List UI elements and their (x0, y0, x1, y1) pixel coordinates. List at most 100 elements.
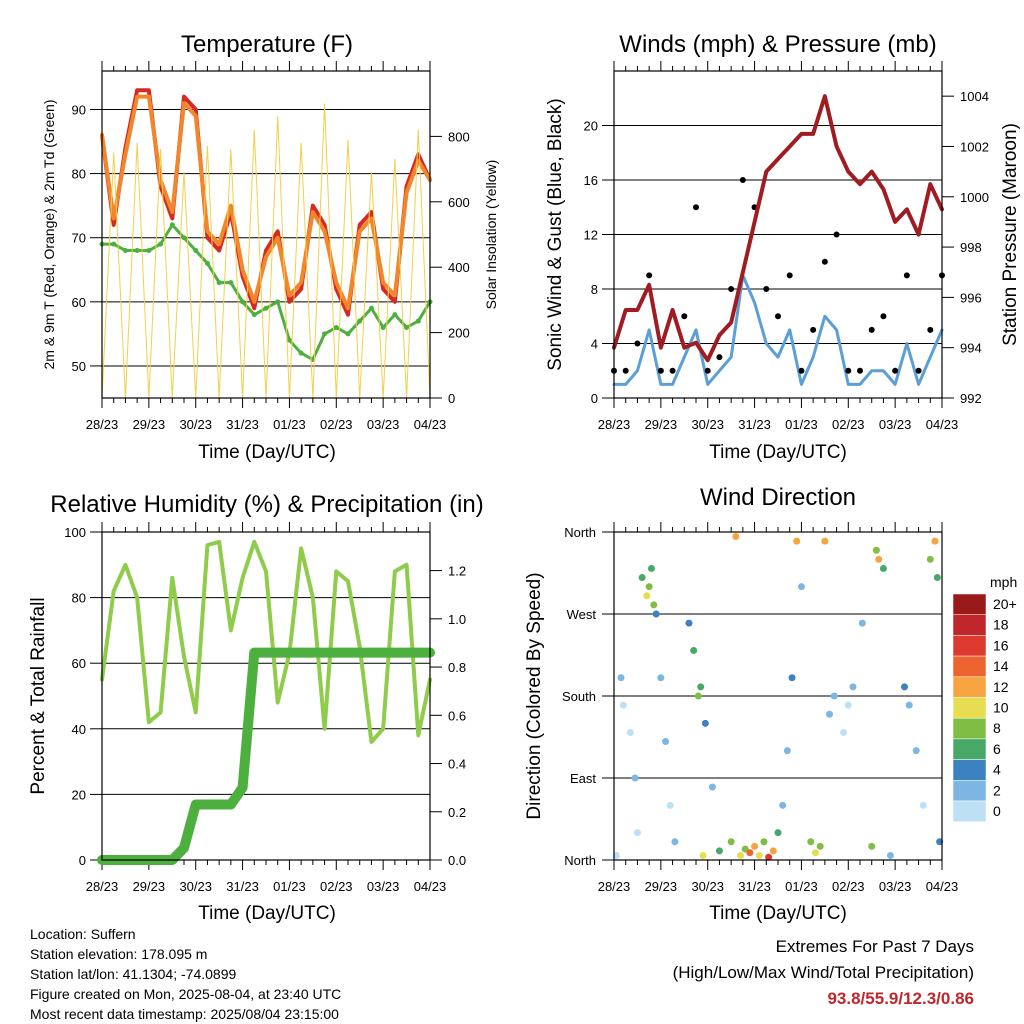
y-axis-label: Sonic Wind & Gust (Blue, Black) (545, 98, 566, 370)
x-tick-label: 03/23 (367, 879, 400, 894)
wind-direction-point (912, 747, 920, 755)
chart-panel-1: Temperature (F) Time (Day/UTC) 2m & 9m T (… (41, 31, 499, 463)
wind-direction-point (826, 710, 834, 718)
wind-direction-point (619, 701, 627, 709)
series-point (240, 299, 246, 305)
x-tick-label: 28/23 (598, 879, 631, 894)
series-point (415, 318, 421, 324)
series-point (111, 241, 117, 247)
series-point (122, 248, 128, 254)
y-tick-label-right: 800 (448, 129, 470, 144)
extremes-values: 93.8/55.9/12.3/0.86 (827, 989, 974, 1008)
series-point (404, 324, 410, 330)
legend-label: 14 (993, 658, 1009, 674)
wind-direction-point (626, 728, 634, 736)
legend-swatch (952, 593, 987, 615)
series-point (857, 367, 863, 374)
y-tick-label-right: 200 (448, 326, 470, 341)
x-tick-label: 04/23 (414, 417, 447, 432)
wind-direction-point (933, 574, 941, 582)
wind-direction-point (755, 851, 763, 859)
location-text: Location: Suffern (30, 926, 136, 942)
wind-direction-point (783, 747, 791, 755)
x-tick-label: 30/23 (179, 879, 212, 894)
x-tick-label: 28/23 (86, 417, 119, 432)
wind-direction-point (746, 849, 754, 857)
wind-direction-point (617, 674, 625, 682)
series-point (204, 260, 210, 266)
wind-direction-point (830, 692, 838, 700)
legend-swatch (952, 780, 987, 802)
wind-direction-point (631, 774, 639, 782)
chart-panel-3: Relative Humidity (%) & Precipitation (i… (28, 491, 484, 924)
station-info: Location: Suffern Station elevation: 178… (30, 924, 341, 1024)
wind-direction-point (872, 546, 880, 554)
y-tick-label-right: 0.0 (448, 853, 466, 868)
chart-panel-2: Winds (mph) & Pressure (mb) Time (Day/UTC… (545, 31, 1021, 463)
wind-direction-point (694, 692, 702, 700)
y-tick-label: 8 (591, 282, 598, 297)
y-tick-label-right: 0.6 (448, 708, 466, 723)
series-point (821, 258, 828, 265)
series-line (97, 647, 435, 865)
wind-direction-point (633, 829, 641, 837)
x-tick-label: 01/23 (273, 417, 306, 432)
legend-swatch (952, 614, 987, 636)
extremes-title: Extremes For Past 7 Days (775, 937, 974, 956)
y-tick-label: 70 (72, 231, 86, 246)
wind-direction-point (760, 838, 768, 846)
wind-direction-point (650, 601, 658, 609)
series-point (622, 367, 629, 374)
created-text: Figure created on Mon, 2025-08-04, at 23… (30, 986, 342, 1002)
y-tick-label: 20 (584, 119, 598, 134)
series-point (251, 312, 257, 318)
wind-direction-point (807, 838, 815, 846)
series-line (100, 94, 432, 311)
y-axis-label: Percent & Total Rainfall (28, 597, 49, 794)
series-point (833, 231, 840, 238)
wind-direction-point (708, 783, 716, 791)
y-tick-label-right: 0.4 (448, 757, 466, 772)
x-tick-label: 04/23 (414, 879, 447, 894)
y-tick-label: East (570, 771, 596, 786)
x-tick-label: 03/23 (879, 879, 912, 894)
y-axis-label-right: Station Pressure (Maroon) (1000, 123, 1021, 346)
x-tick-label: 29/23 (645, 879, 678, 894)
wind-direction-point (671, 838, 679, 846)
y-tick-label-right: 992 (960, 391, 982, 406)
y-tick-label: South (562, 689, 596, 704)
recent-text: Most recent data timestamp: 2025/08/04 2… (30, 1006, 339, 1022)
y-tick-label-right: 1000 (960, 190, 989, 205)
wind-direction-point (638, 574, 646, 582)
legend-label: 10 (993, 700, 1009, 716)
x-tick-label: 04/23 (926, 417, 959, 432)
wind-direction-point (811, 849, 819, 857)
y-tick-label-right: 0 (448, 391, 455, 406)
y-tick-label-right: 996 (960, 290, 982, 305)
x-tick-label: 02/23 (320, 417, 353, 432)
y-tick-label: 60 (72, 295, 86, 310)
legend-label: 12 (993, 679, 1009, 695)
wind-direction-point (931, 537, 939, 545)
y-tick-label: 80 (72, 167, 86, 182)
legend-title: mph (990, 574, 1017, 590)
series-point (704, 367, 711, 374)
latlon-text: Station lat/lon: 41.1304; -74.0899 (30, 966, 237, 982)
series-line (612, 273, 944, 386)
y-tick-label-right: 600 (448, 195, 470, 210)
y-tick-label: 16 (584, 173, 598, 188)
elevation-text: Station elevation: 178.095 m (30, 946, 208, 962)
y-axis-label: 2m & 9m T (Red, Orange) & 2m Td (Green) (41, 100, 57, 370)
wind-direction-point (662, 738, 670, 746)
x-tick-label: 02/23 (832, 879, 865, 894)
wind-direction-point (737, 851, 745, 859)
wind-direction-point (788, 674, 796, 682)
legend-label: 2 (993, 782, 1001, 798)
wind-direction-point (769, 847, 777, 855)
series-point (345, 331, 351, 337)
wind-direction-point (645, 583, 653, 591)
x-tick-label: 02/23 (320, 879, 353, 894)
wind-direction-point (647, 564, 655, 572)
x-tick-label: 03/23 (367, 417, 400, 432)
